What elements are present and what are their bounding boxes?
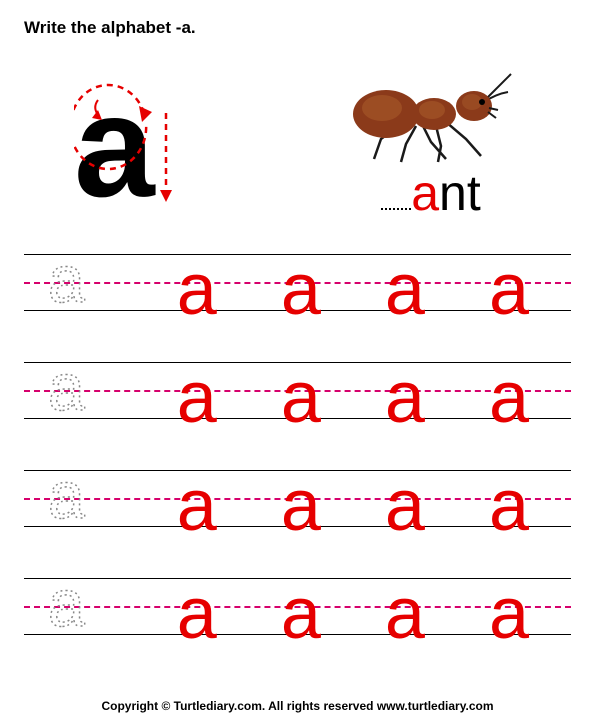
trace-letter: a (48, 464, 105, 530)
practice-letter: a (353, 258, 457, 323)
trace-letter: a (48, 356, 105, 422)
practice-letter: a (249, 474, 353, 539)
practice-letter: a (353, 582, 457, 647)
writing-line: a aaaa (24, 460, 571, 552)
practice-letter: a (249, 258, 353, 323)
word-rest: nt (439, 165, 481, 221)
letter-row: a aaaa (24, 356, 571, 431)
svg-text:a: a (48, 356, 85, 422)
practice-letter: a (457, 258, 561, 323)
writing-line: a aaaa (24, 352, 571, 444)
instruction-prefix: Write the alphabet - (24, 18, 181, 37)
ant-illustration (346, 64, 516, 164)
svg-text:a: a (48, 248, 85, 314)
practice-lines: a aaaa a aaaa a aaaa a aaaa (24, 244, 571, 660)
letter-row: a aaaa (24, 572, 571, 647)
practice-letter: a (353, 366, 457, 431)
practice-letter: a (353, 474, 457, 539)
word-blank (381, 172, 411, 210)
example-area: a (24, 58, 571, 228)
letter-row: a aaaa (24, 248, 571, 323)
practice-letter: a (249, 366, 353, 431)
practice-letter: a (145, 474, 249, 539)
instruction-line: Write the alphabet -a. (24, 18, 571, 38)
practice-letter: a (457, 474, 561, 539)
example-word: ant (321, 168, 541, 218)
word-highlight: a (411, 165, 439, 221)
practice-letter: a (145, 366, 249, 431)
letter-row: a aaaa (24, 464, 571, 539)
instruction-letter: a (181, 18, 190, 37)
trace-letter: a (48, 248, 105, 314)
practice-letter: a (249, 582, 353, 647)
practice-letter: a (145, 582, 249, 647)
trace-letter: a (48, 572, 105, 638)
guide-letter-svg: a (74, 78, 204, 228)
writing-line: a aaaa (24, 244, 571, 336)
practice-letter: a (145, 258, 249, 323)
footer-copyright: Copyright © Turtlediary.com. All rights … (0, 699, 595, 713)
instruction-suffix: . (191, 18, 196, 37)
writing-line: a aaaa (24, 568, 571, 660)
guide-letter: a (74, 78, 194, 218)
svg-text:a: a (74, 78, 156, 227)
practice-letter: a (457, 366, 561, 431)
svg-text:a: a (48, 572, 85, 638)
practice-letter: a (457, 582, 561, 647)
svg-text:a: a (48, 464, 85, 530)
word-area: ant (321, 64, 541, 218)
